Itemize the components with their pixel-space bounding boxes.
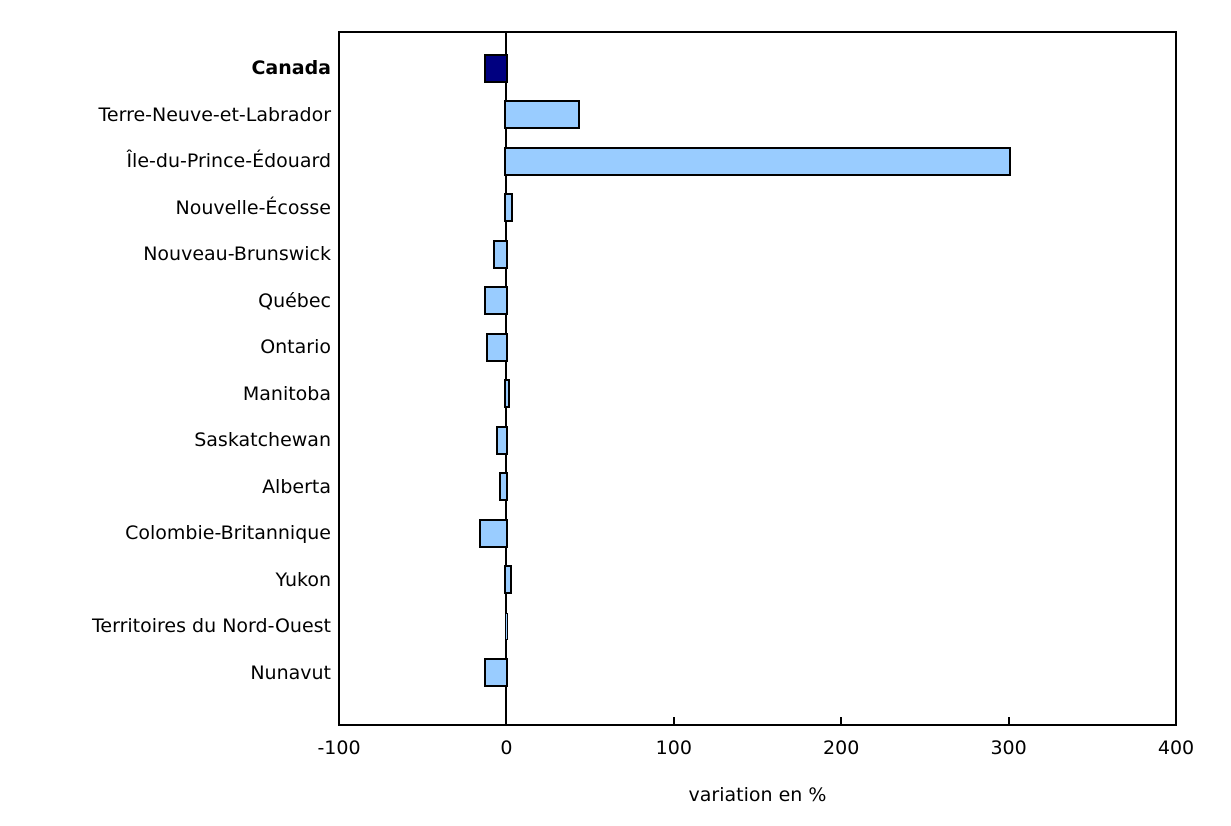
- category-label-nunavut: Nunavut: [250, 661, 331, 684]
- bar-manitoba: [504, 379, 511, 408]
- bar-terre-neuve-et-labrador: [504, 100, 581, 129]
- category-label-quebec: Québec: [258, 289, 331, 312]
- bar-yukon: [504, 565, 512, 594]
- category-label-saskatchewan: Saskatchewan: [194, 429, 331, 451]
- x-tick-label: 400: [1157, 737, 1195, 759]
- category-label-canada: Canada: [251, 57, 331, 79]
- bar-quebec: [484, 286, 509, 315]
- x-tick-label: 0: [500, 737, 513, 759]
- plot-area: [338, 31, 1177, 726]
- category-label-alberta: Alberta: [262, 475, 331, 498]
- category-label-ontario: Ontario: [260, 336, 331, 358]
- category-label-colombie-britannique: Colombie-Britannique: [125, 522, 331, 544]
- category-label-manitoba: Manitoba: [242, 382, 331, 405]
- category-label-yukon: Yukon: [275, 568, 331, 591]
- category-label-nouvelle-ecosse: Nouvelle-Écosse: [175, 196, 331, 219]
- x-tick-mark: [672, 717, 675, 725]
- x-axis-title: variation en %: [688, 784, 827, 806]
- bar-ontario: [485, 332, 509, 362]
- bar-nouvelle-ecosse: [504, 193, 514, 222]
- bar-territoires-du-nord-ouest: [505, 612, 508, 640]
- zero-axis-line: [505, 32, 508, 725]
- x-tick-mark: [1007, 717, 1010, 725]
- bar-canada: [484, 53, 509, 83]
- category-label-terre-neuve-et-labrador: Terre-Neuve-et-Labrador: [98, 103, 331, 126]
- x-tick-mark: [840, 717, 843, 725]
- x-tick-label: 300: [990, 737, 1027, 759]
- category-label-ile-du-prince-edouard: Île-du-Prince-Édouard: [126, 150, 331, 172]
- bar-saskatchewan: [496, 425, 509, 455]
- x-tick-label: 200: [823, 737, 860, 759]
- x-tick-label: 100: [655, 737, 692, 759]
- category-label-nouveau-brunswick: Nouveau-Brunswick: [143, 243, 331, 265]
- x-tick-label: -100: [317, 737, 361, 759]
- bar-nunavut: [484, 658, 509, 687]
- bar-alberta: [499, 472, 509, 501]
- bar-ile-du-prince-edouard: [504, 146, 1011, 176]
- category-label-territoires-du-nord-ouest: Territoires du Nord-Ouest: [92, 615, 331, 637]
- bar-colombie-britannique: [479, 518, 509, 548]
- bar-nouveau-brunswick: [492, 239, 509, 269]
